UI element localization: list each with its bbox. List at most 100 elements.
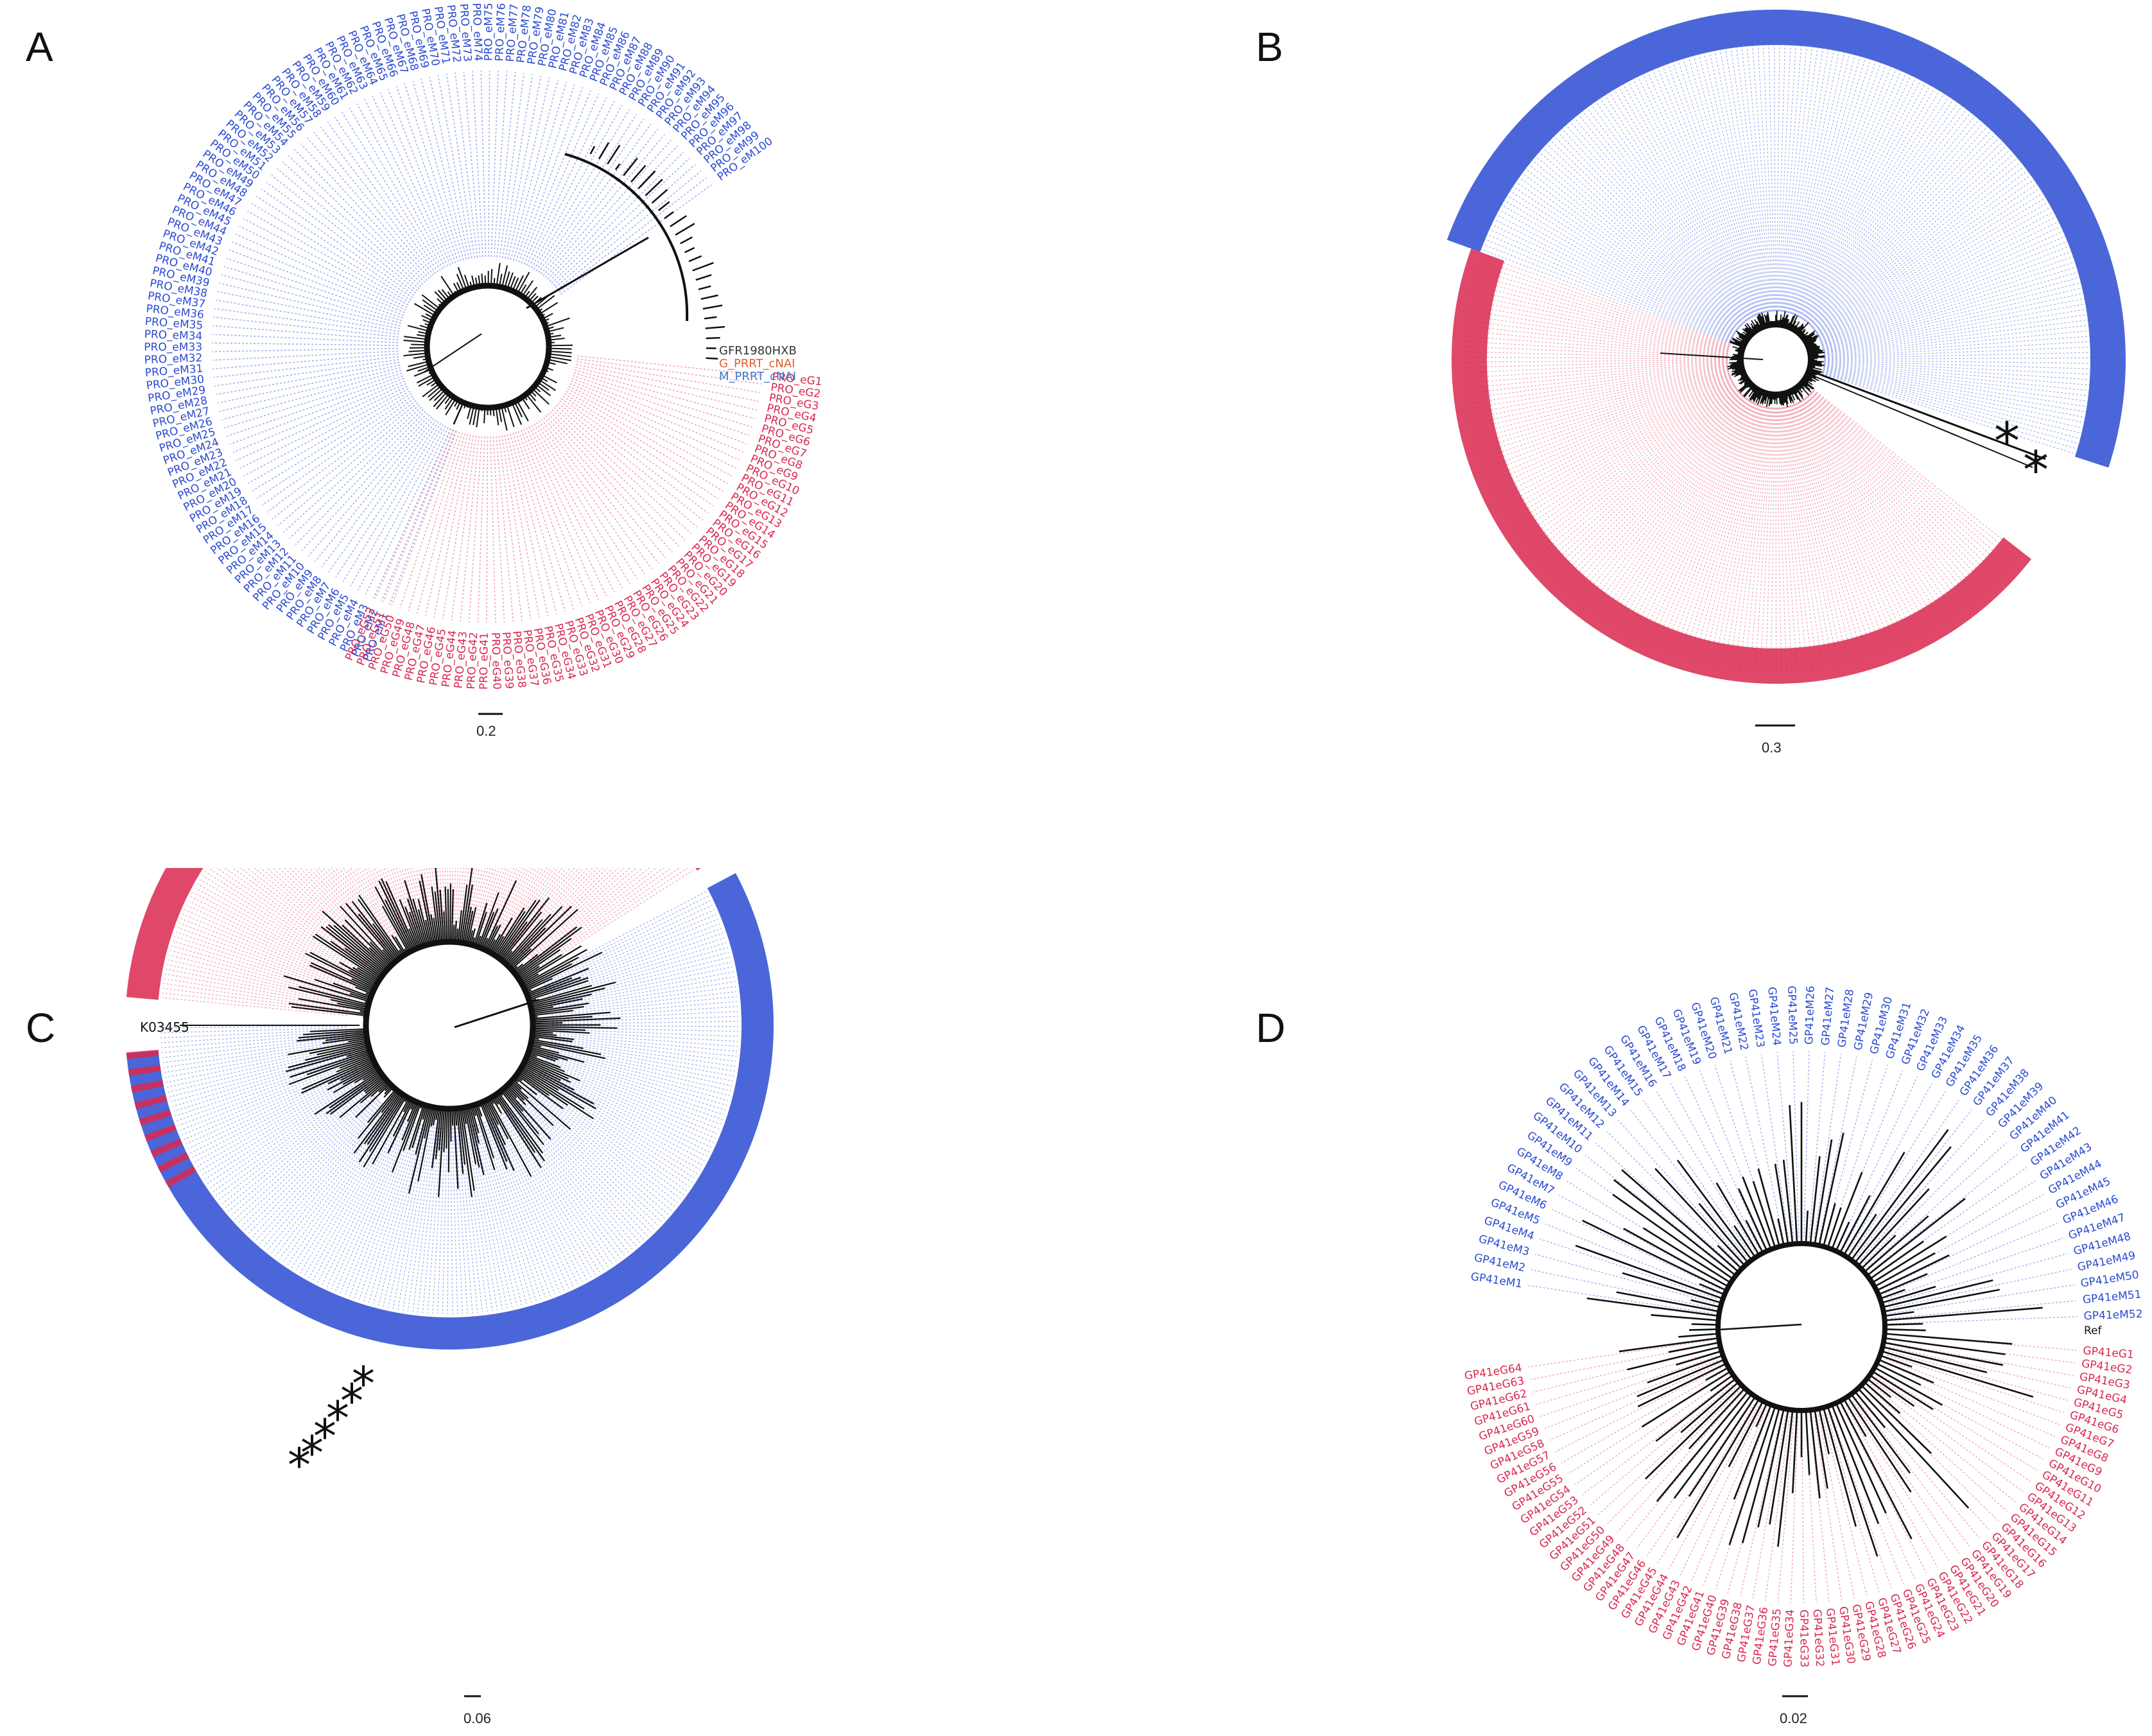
red-branch	[535, 868, 689, 969]
blue-branch	[1725, 49, 1769, 313]
asterisk-marker: *	[2023, 440, 2049, 500]
branch	[510, 1081, 529, 1099]
branch	[525, 1059, 569, 1079]
branch	[1818, 1133, 1844, 1246]
blue-branch	[485, 1121, 551, 1296]
branch	[440, 275, 455, 297]
branch	[1733, 1225, 1757, 1258]
blue-branch	[1818, 211, 2054, 338]
outgroup-leaf	[614, 163, 621, 170]
red-branch	[1889, 1342, 2074, 1376]
branch	[349, 993, 370, 1001]
branch	[378, 880, 414, 951]
branch	[372, 1098, 410, 1165]
red-branch	[322, 868, 386, 946]
blue-branch	[1545, 1223, 1719, 1294]
red-branch	[232, 868, 367, 966]
branch	[532, 1030, 553, 1034]
branch	[407, 325, 430, 332]
blue-branch	[511, 1106, 625, 1256]
blue-branch	[213, 317, 399, 338]
blue-branch	[381, 429, 454, 602]
branch	[394, 936, 407, 955]
blue-branch	[1823, 368, 2085, 418]
red-branch	[1547, 392, 1741, 576]
blue-branch	[550, 1041, 735, 1072]
branch	[507, 1085, 526, 1106]
blue-branch	[204, 1079, 363, 1180]
red-branch	[1598, 1387, 1736, 1515]
branch	[1586, 1297, 1719, 1317]
blue-branch	[225, 1089, 370, 1208]
asterisk-marker: *	[300, 1426, 324, 1480]
branch	[532, 1029, 590, 1034]
branch	[344, 919, 392, 967]
blue-branch	[544, 134, 665, 278]
branch	[503, 919, 543, 964]
outgroup-leaf	[657, 201, 670, 211]
red-branch	[530, 868, 657, 964]
blue-branch	[507, 77, 550, 259]
red-branch	[569, 383, 740, 461]
red-branch	[1739, 407, 1771, 672]
blue-branch	[455, 72, 478, 258]
blue-branch	[277, 404, 420, 526]
blue-branch	[1815, 179, 2035, 333]
blue-branch	[1752, 46, 1773, 312]
branch	[356, 967, 379, 982]
red-branch	[408, 432, 463, 611]
blue-branch	[213, 356, 399, 378]
branch	[473, 903, 488, 946]
branch	[345, 903, 396, 962]
branch	[519, 1070, 594, 1120]
branch	[1884, 1337, 2006, 1355]
blue-branch	[1812, 157, 2018, 329]
blue-branch	[1823, 298, 2085, 351]
outgroup-leaf	[664, 211, 674, 220]
blue-branch	[227, 375, 403, 437]
blue-branch	[429, 76, 470, 259]
taxon-label-blue: PRO_eM75	[482, 3, 495, 61]
taxon-label-blue: PRO_eM74	[470, 3, 485, 61]
branch	[1745, 1220, 1764, 1254]
red-branch	[514, 868, 580, 946]
branch	[492, 936, 505, 955]
blue-branch	[1768, 45, 1775, 312]
blue-branch	[1609, 92, 1751, 319]
red-branch	[1810, 392, 2006, 576]
red-branch	[412, 868, 427, 926]
blue-branch	[515, 1103, 637, 1246]
red-branch	[1469, 289, 1730, 349]
branch	[1791, 1410, 1798, 1493]
branch	[496, 263, 501, 287]
blue-branch	[544, 914, 716, 987]
branch	[547, 358, 568, 365]
red-branch	[439, 868, 444, 923]
blue-branch	[349, 107, 444, 270]
branch	[1853, 1146, 1952, 1263]
blue-branch	[1839, 1076, 1918, 1246]
branch	[495, 1094, 536, 1153]
blue-branch	[1890, 1284, 2075, 1314]
red-branch	[1808, 394, 1991, 591]
red-branch	[1886, 1354, 2065, 1414]
branch	[478, 892, 499, 948]
branch	[532, 1036, 573, 1043]
blue-branch	[544, 1063, 718, 1134]
red-branch	[458, 868, 464, 923]
blue-branch	[541, 1070, 709, 1152]
blue-branch	[550, 971, 734, 1007]
branch	[298, 998, 368, 1012]
blue-branch	[1531, 1269, 1714, 1309]
blue-branch	[529, 1089, 675, 1207]
outgroup-leaf	[695, 274, 712, 281]
red-branch	[383, 868, 411, 931]
branch	[458, 1108, 466, 1165]
blue-branch	[1819, 1056, 1857, 1239]
blue-branch	[358, 426, 446, 591]
red-branch	[504, 435, 540, 618]
red-branch	[178, 923, 354, 989]
red-branch	[1703, 1410, 1771, 1586]
branch	[443, 911, 446, 942]
branch	[461, 1107, 475, 1191]
